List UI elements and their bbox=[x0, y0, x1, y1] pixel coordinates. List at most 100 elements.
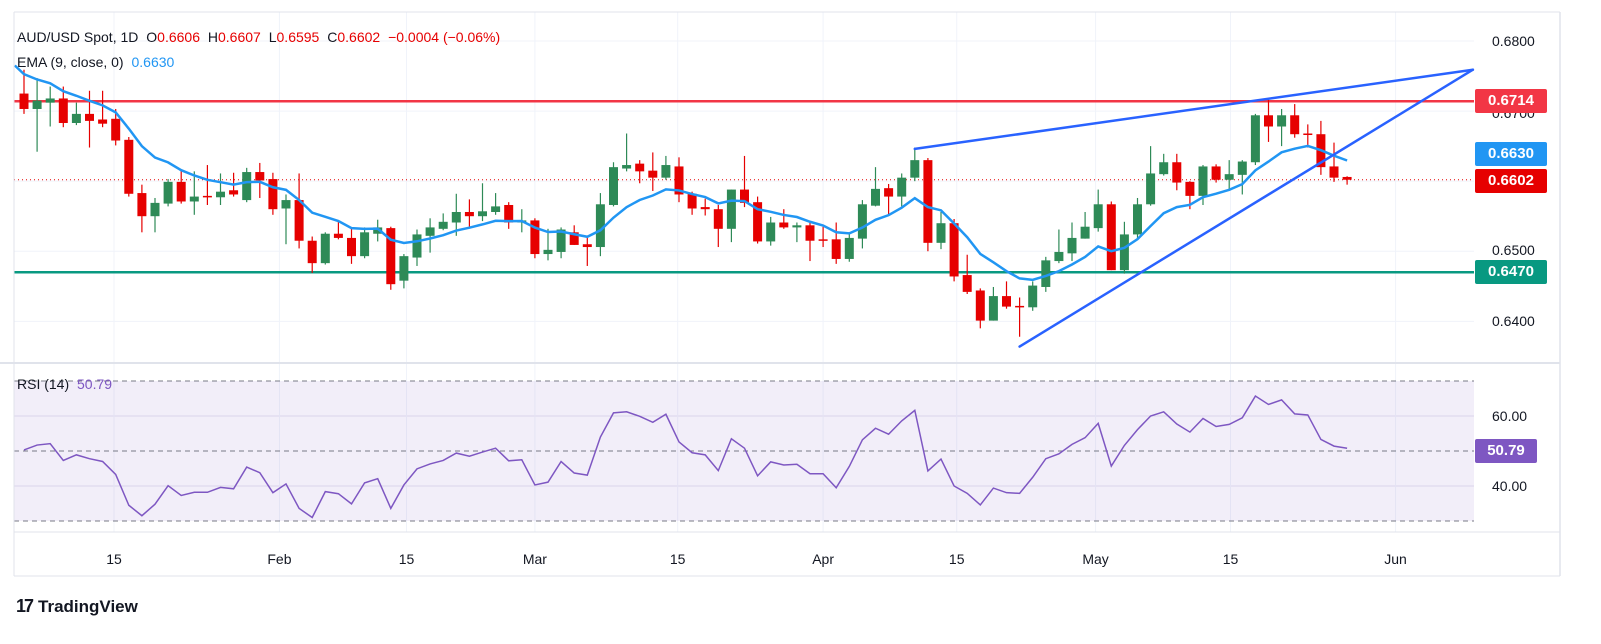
candle-body bbox=[373, 227, 383, 234]
time-tick: 15 bbox=[398, 551, 415, 567]
rsi-label: RSI (14) bbox=[17, 376, 70, 392]
candle-body bbox=[464, 211, 474, 217]
candle bbox=[1106, 201, 1116, 271]
candle-body bbox=[1015, 305, 1025, 308]
candle bbox=[1146, 146, 1156, 206]
candle bbox=[1342, 176, 1352, 185]
tradingview-logo-text: TradingView bbox=[38, 596, 138, 616]
price-tick: 0.6800 bbox=[1492, 33, 1535, 49]
candle bbox=[1211, 164, 1221, 183]
time-tick: Mar bbox=[522, 551, 547, 567]
candle-body bbox=[1054, 251, 1064, 262]
candle-body bbox=[661, 165, 671, 178]
candle bbox=[753, 196, 763, 244]
trendlines bbox=[913, 68, 1475, 348]
time-tick: 15 bbox=[106, 551, 122, 567]
ema-price-label: 0.6630 bbox=[1475, 142, 1547, 166]
candle bbox=[910, 147, 920, 182]
candle bbox=[1329, 142, 1339, 182]
candle bbox=[700, 198, 710, 216]
symbol-title[interactable]: AUD/USD Spot, 1D bbox=[17, 29, 139, 45]
ema-line bbox=[13, 64, 1348, 282]
time-tick: Jun bbox=[1384, 551, 1407, 567]
candle-body bbox=[333, 233, 343, 238]
candle-body bbox=[307, 240, 317, 264]
candle-body bbox=[884, 188, 894, 197]
candle-body bbox=[1067, 237, 1077, 254]
candle-body bbox=[45, 98, 55, 103]
candle-body bbox=[281, 200, 291, 209]
candle-body bbox=[491, 206, 501, 212]
tradingview-logo[interactable]: 17 TradingView bbox=[16, 596, 138, 617]
candle-body bbox=[1093, 204, 1103, 229]
candle-body bbox=[753, 202, 763, 242]
candle-body bbox=[949, 223, 959, 277]
candle bbox=[32, 78, 42, 152]
candle-body bbox=[19, 93, 29, 109]
candle-body bbox=[124, 139, 134, 194]
candle bbox=[19, 69, 29, 114]
candle-body bbox=[1250, 115, 1260, 163]
candle bbox=[438, 213, 448, 231]
ema-legend[interactable]: EMA (9, close, 0) 0.6630 bbox=[17, 54, 178, 70]
candle bbox=[464, 199, 474, 227]
candle bbox=[779, 209, 789, 229]
candle-body bbox=[1159, 162, 1169, 175]
candle-body bbox=[1119, 234, 1129, 271]
candle-body bbox=[1303, 133, 1313, 136]
candle-body bbox=[320, 233, 330, 264]
candle bbox=[491, 193, 501, 215]
candle bbox=[1015, 297, 1025, 337]
lower-channel-trendline bbox=[1018, 68, 1475, 348]
candle bbox=[451, 193, 461, 236]
candle bbox=[936, 211, 946, 250]
candle bbox=[399, 254, 409, 289]
candle-body bbox=[1002, 296, 1011, 307]
candles bbox=[19, 69, 1352, 337]
candle bbox=[1172, 153, 1182, 191]
candle bbox=[386, 226, 396, 290]
candle bbox=[412, 229, 422, 266]
candle bbox=[1080, 211, 1090, 239]
candle-body bbox=[740, 189, 749, 203]
candle bbox=[333, 221, 343, 240]
candle bbox=[347, 227, 356, 264]
candle-body bbox=[98, 119, 108, 124]
candle-body bbox=[1264, 115, 1273, 127]
candle bbox=[255, 162, 265, 198]
candle bbox=[1002, 281, 1011, 309]
candle bbox=[844, 233, 854, 262]
candle bbox=[124, 137, 134, 197]
candle bbox=[98, 90, 108, 128]
rsi-value: 50.79 bbox=[77, 376, 113, 392]
rsi-price-label: 50.79 bbox=[1475, 439, 1537, 463]
candle-body bbox=[1342, 176, 1352, 180]
candle-body bbox=[897, 177, 907, 197]
candle-body bbox=[1028, 285, 1038, 308]
candle bbox=[1264, 99, 1273, 142]
candle bbox=[1303, 124, 1313, 148]
candle-body bbox=[386, 228, 396, 285]
candle-body bbox=[399, 256, 409, 281]
candle bbox=[713, 204, 723, 248]
candle-body bbox=[451, 211, 461, 223]
candle bbox=[595, 193, 605, 257]
candle-body bbox=[910, 160, 920, 178]
candle bbox=[111, 108, 121, 146]
candle bbox=[1041, 256, 1051, 292]
candle-body bbox=[216, 191, 225, 198]
candle-body bbox=[766, 222, 776, 242]
candle-body bbox=[1224, 174, 1234, 180]
candle-body bbox=[268, 179, 278, 210]
ohlc-legend: AUD/USD Spot, 1D O0.6606 H0.6607 L0.6595… bbox=[17, 29, 504, 45]
candle-body bbox=[687, 193, 697, 209]
rsi-legend[interactable]: RSI (14) 50.79 bbox=[17, 376, 116, 392]
candle bbox=[857, 200, 867, 249]
candle bbox=[766, 216, 776, 246]
candle-body bbox=[478, 211, 487, 217]
candle-body bbox=[1041, 260, 1051, 287]
support-price-label: 0.6470 bbox=[1475, 260, 1547, 284]
low-value: 0.6595 bbox=[276, 29, 320, 45]
candle bbox=[268, 172, 278, 215]
